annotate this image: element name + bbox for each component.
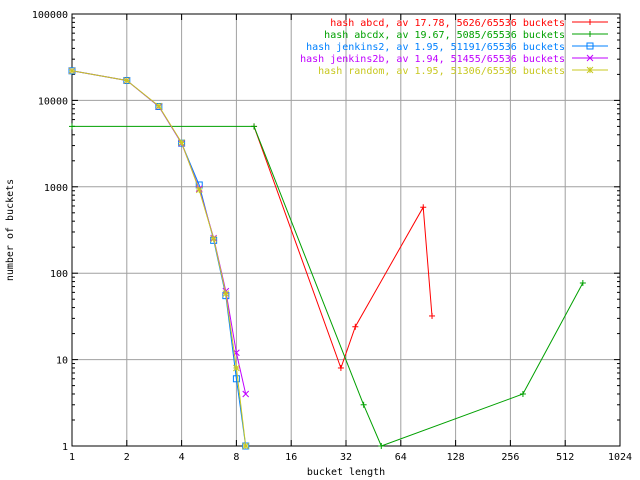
- legend-label: hash abcd, av 17.78, 5626/65536 buckets: [330, 18, 565, 29]
- x-tick-label: 16: [285, 452, 297, 463]
- legend-label: hash jenkins2, av 1.95, 51191/65536 buck…: [306, 42, 565, 53]
- x-tick-label: 512: [556, 452, 574, 463]
- data-point: [195, 186, 203, 194]
- data-point: [242, 390, 250, 398]
- x-tick-label: 64: [395, 452, 407, 463]
- data-point: [429, 312, 436, 319]
- y-tick-label: 10000: [38, 96, 68, 107]
- legend-marker: [586, 42, 594, 50]
- data-point: [232, 375, 240, 383]
- series-line: [72, 125, 584, 447]
- series-layer: [68, 67, 586, 450]
- y-axis-label: number of buckets: [5, 179, 16, 281]
- data-point: [337, 364, 344, 371]
- legend-marker: [586, 54, 594, 62]
- data-point: [210, 235, 218, 243]
- series-5: [68, 67, 250, 450]
- data-point: [123, 77, 131, 84]
- data-point: [360, 401, 367, 408]
- data-point: [420, 204, 427, 211]
- y-tick-label: 100000: [32, 10, 68, 21]
- y-tick-label: 1: [62, 442, 68, 453]
- x-axis-label: bucket length: [307, 467, 385, 478]
- axes: 1 2 4 8 16 32 64 128 256 512 1024 1 10 100 1000 10000 10…: [32, 10, 632, 463]
- legend-marker: [587, 31, 593, 37]
- data-point: [579, 280, 586, 287]
- series-2: [69, 123, 586, 449]
- legend-label: hash abcdx, av 19.67, 5085/65536 buckets: [324, 30, 565, 41]
- data-point: [69, 123, 75, 130]
- x-tick-label: 2: [124, 452, 130, 463]
- legend: hash abcd, av 17.78, 5626/65536 bucketsh…: [300, 18, 608, 77]
- data-point: [68, 67, 76, 75]
- legend-marker: [586, 66, 594, 74]
- legend-label: hash random, av 1.95, 51306/65536 bucket…: [318, 66, 565, 77]
- x-tick-label: 1: [69, 452, 75, 463]
- data-point: [251, 123, 258, 130]
- data-point: [378, 443, 385, 449]
- y-tick-label: 100: [50, 269, 68, 280]
- data-point: [519, 390, 526, 397]
- data-point: [352, 323, 359, 330]
- x-tick-label: 32: [340, 452, 352, 463]
- y-tick-label: 10: [56, 356, 68, 367]
- data-point: [155, 102, 163, 110]
- legend-marker: [587, 19, 593, 25]
- data-point: [222, 290, 230, 297]
- x-tick-label: 256: [501, 452, 519, 463]
- y-tick-label: 1000: [44, 183, 68, 194]
- data-point: [233, 364, 240, 372]
- data-point: [242, 442, 250, 450]
- data-point: [178, 139, 185, 146]
- legend-label: hash jenkins2b, av 1.94, 51455/65536 buc…: [300, 54, 565, 65]
- x-tick-label: 128: [447, 452, 465, 463]
- x-tick-label: 8: [233, 452, 239, 463]
- x-tick-label: 4: [179, 452, 185, 463]
- x-tick-label: 1024: [608, 452, 632, 463]
